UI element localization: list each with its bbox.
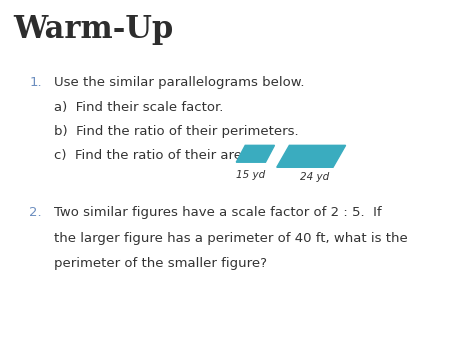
Text: Two similar figures have a scale factor of 2 : 5.  If: Two similar figures have a scale factor … bbox=[54, 206, 382, 219]
Text: the larger figure has a perimeter of 40 ft, what is the: the larger figure has a perimeter of 40 … bbox=[54, 232, 408, 244]
Polygon shape bbox=[277, 145, 346, 167]
Text: b)  Find the ratio of their perimeters.: b) Find the ratio of their perimeters. bbox=[54, 125, 299, 138]
Text: Use the similar parallelograms below.: Use the similar parallelograms below. bbox=[54, 76, 305, 89]
Text: 24 yd: 24 yd bbox=[301, 172, 329, 183]
Text: c)  Find the ratio of their areas.: c) Find the ratio of their areas. bbox=[54, 149, 261, 162]
Text: 1.: 1. bbox=[29, 76, 42, 89]
Text: 15 yd: 15 yd bbox=[236, 170, 266, 180]
Text: a)  Find their scale factor.: a) Find their scale factor. bbox=[54, 101, 223, 114]
Text: Warm-Up: Warm-Up bbox=[14, 14, 174, 45]
Text: 2.: 2. bbox=[29, 206, 42, 219]
Text: perimeter of the smaller figure?: perimeter of the smaller figure? bbox=[54, 257, 267, 270]
Polygon shape bbox=[236, 145, 274, 162]
